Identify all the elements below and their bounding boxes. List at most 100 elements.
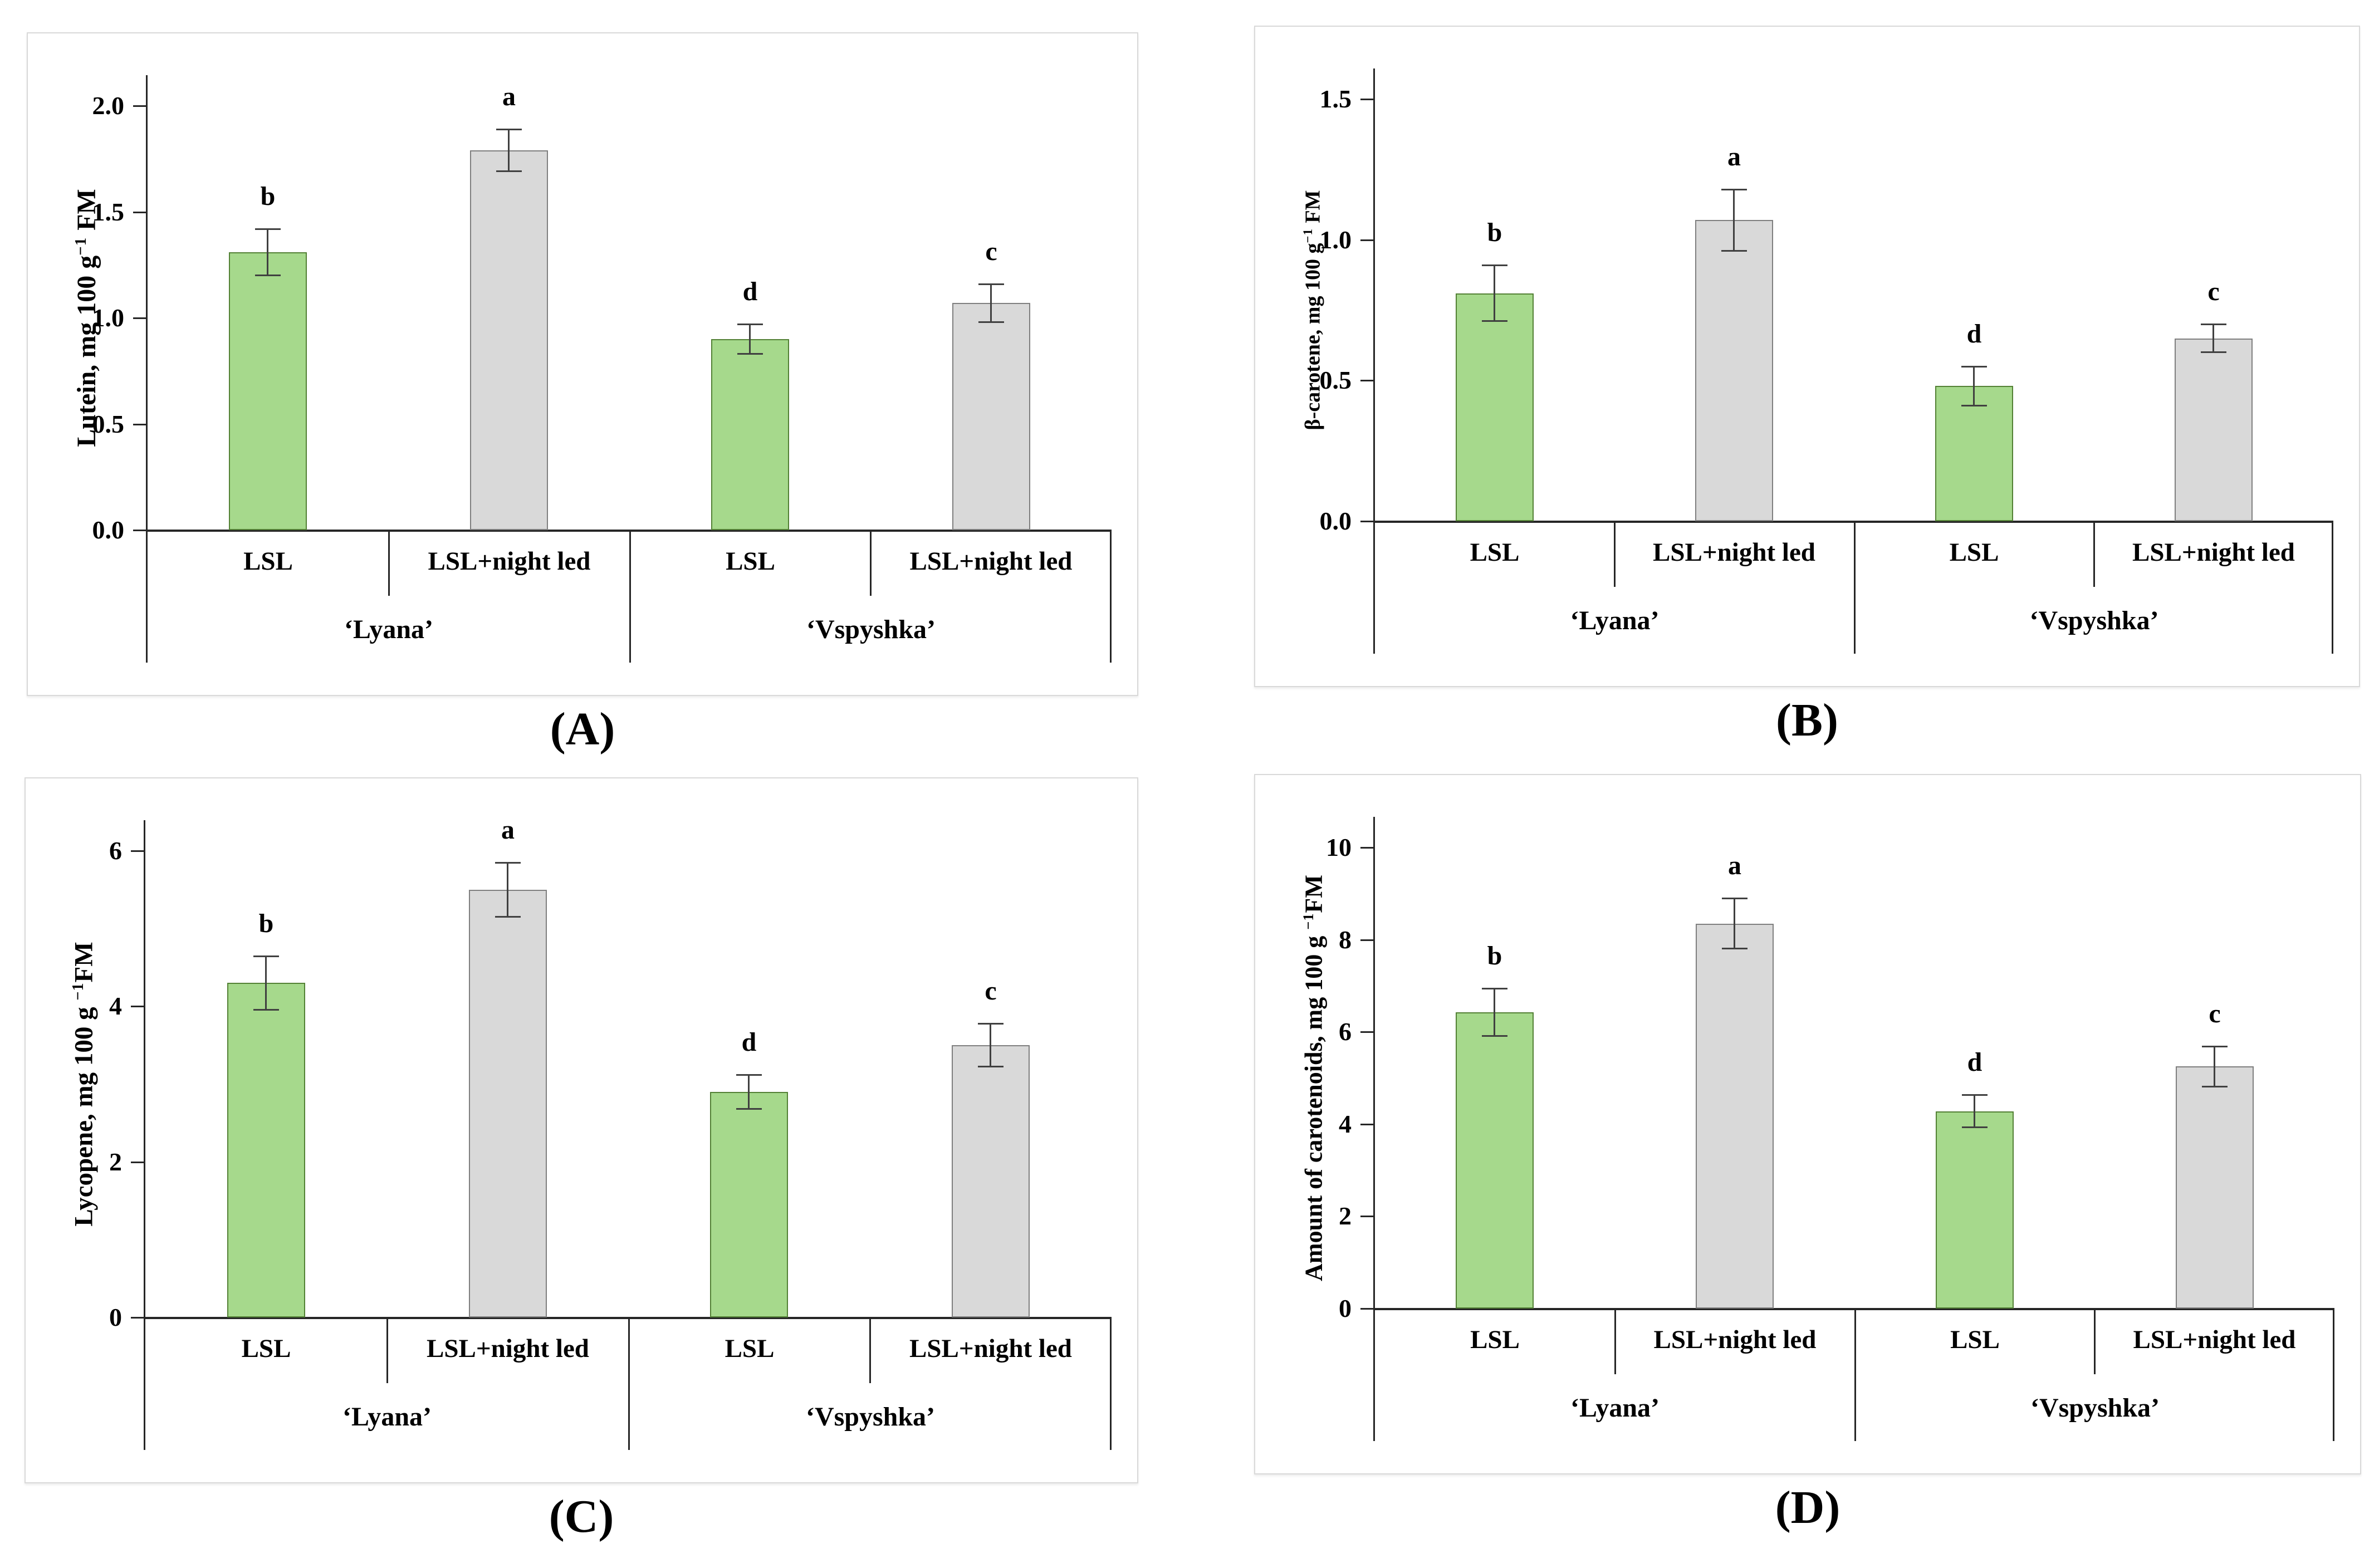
error-bar-bottom-cap — [1482, 320, 1507, 322]
right-end-line — [2333, 1309, 2334, 1441]
treatment-label: LSL — [243, 547, 293, 576]
y-axis-label-text: Lycopene, mg 100 g — [69, 1000, 99, 1227]
y-tick-label: 0 — [109, 1303, 122, 1331]
y-tick-mark — [133, 317, 148, 319]
panel-A: Lutein, mg 100 g−1 FM 0.0 0.5 1.0 1.5 2.0 b a d c… — [27, 32, 1138, 696]
bar-Vspyshka-lsl — [1936, 1111, 2014, 1309]
significance-letter: a — [1728, 851, 1741, 880]
error-bar — [508, 129, 510, 171]
error-bar — [990, 284, 992, 322]
bar-Lyana-lsl — [227, 983, 305, 1317]
error-bar — [2214, 1046, 2215, 1087]
panel-caption: (C) — [549, 1491, 614, 1542]
y-tick-label: 1.0 — [1319, 226, 1352, 254]
y-tick-mark — [1360, 521, 1375, 522]
y-tick-label: 1.5 — [1319, 85, 1352, 113]
error-bar — [1974, 1095, 1975, 1128]
bar-Lyana-lsl — [1456, 1012, 1534, 1309]
error-bar-top-cap — [736, 1074, 762, 1076]
error-bar — [748, 1075, 750, 1109]
bar-Vspyshka-lsl-night-led — [2176, 1066, 2254, 1309]
y-tick-mark — [133, 212, 148, 213]
y-tick-mark — [133, 105, 148, 107]
panel-C: Lycopene, mg 100 g −1FM 0 2 4 6 b a d c LSL LSL+ni… — [25, 777, 1138, 1483]
bar-Lyana-lsl — [1456, 293, 1534, 521]
error-bar-top-cap — [978, 1023, 1004, 1025]
treatment-divider — [1614, 1309, 1616, 1374]
y-axis-label: Amount of carotenoids, mg 100 g −1FM — [1283, 786, 1333, 1370]
y-axis-label-unit: FM — [1300, 875, 1328, 913]
bar-Lyana-lsl-night-led — [1696, 924, 1774, 1309]
error-bar-top-cap — [2201, 324, 2226, 325]
panel-B: β-carotene, mg 100 g−1 FM 0.0 0.5 1.0 1.5 b a d… — [1254, 26, 2360, 687]
error-bar-top-cap — [1482, 264, 1507, 266]
error-bar-top-cap — [1721, 189, 1747, 190]
y-axis-label-text: β-carotene, mg 100 g — [1301, 243, 1325, 430]
treatment-label: LSL+night led — [909, 547, 1073, 576]
error-bar-top-cap — [496, 129, 522, 130]
significance-letter: a — [501, 815, 515, 845]
y-tick-label: 0 — [1339, 1294, 1352, 1322]
treatment-label: LSL — [1950, 1325, 2000, 1354]
significance-letter: d — [1966, 319, 1982, 349]
error-bar-top-cap — [255, 228, 281, 230]
y-tick-label: 10 — [1326, 833, 1352, 861]
treatment-divider — [1614, 521, 1616, 587]
y-axis-label-unit: FM — [1301, 190, 1325, 229]
error-bar-top-cap — [253, 955, 279, 957]
panel-caption: (A) — [550, 703, 615, 755]
treatment-label: LSL — [241, 1334, 291, 1363]
bar-Vspyshka-lsl — [711, 339, 789, 530]
bar-Lyana-lsl-night-led — [469, 890, 547, 1317]
error-bar-bottom-cap — [495, 916, 521, 918]
y-tick-label: 0.5 — [1319, 366, 1352, 394]
y-axis-label: β-carotene, mg 100 g−1 FM — [1283, 38, 1333, 582]
treatment-divider — [386, 1317, 388, 1383]
cultivar-label: ‘Vspyshka’ — [2030, 1393, 2160, 1423]
y-tick-mark — [1360, 99, 1375, 100]
y-tick-mark — [1360, 380, 1375, 381]
treatment-divider — [2094, 1309, 2096, 1374]
error-bar-bottom-cap — [496, 170, 522, 172]
y-tick-label: 4 — [109, 992, 122, 1020]
error-bar — [1494, 265, 1495, 321]
error-bar-bottom-cap — [1482, 1035, 1507, 1037]
y-tick-mark — [1360, 239, 1375, 241]
significance-letter: c — [2209, 999, 2221, 1028]
treatment-label: LSL — [1470, 1325, 1520, 1354]
group-divider — [1854, 521, 1856, 654]
error-bar — [1733, 189, 1735, 251]
y-tick-mark — [1360, 1031, 1375, 1033]
bar-Vspyshka-lsl — [710, 1092, 788, 1317]
error-bar — [990, 1023, 991, 1067]
cultivar-label: ‘Lyana’ — [344, 615, 434, 644]
treatment-label: LSL — [726, 547, 775, 576]
right-end-line — [2332, 521, 2333, 654]
error-bar — [1494, 988, 1495, 1036]
group-divider — [629, 530, 631, 663]
right-end-line — [1110, 1317, 1112, 1450]
significance-letter: b — [260, 182, 276, 211]
significance-letter: b — [1487, 941, 1502, 971]
significance-letter: c — [985, 237, 997, 266]
error-bar-top-cap — [2202, 1046, 2228, 1047]
y-tick-mark — [131, 1006, 145, 1007]
error-bar-top-cap — [978, 283, 1004, 285]
error-bar-bottom-cap — [978, 1066, 1004, 1067]
y-tick-label: 8 — [1339, 925, 1352, 954]
panel-D: Amount of carotenoids, mg 100 g −1FM 0 2 4 6… — [1254, 774, 2361, 1474]
bar-Vspyshka-lsl-night-led — [2175, 339, 2253, 521]
error-bar-top-cap — [1961, 366, 1987, 367]
error-bar-bottom-cap — [1722, 948, 1747, 949]
treatment-label: LSL+night led — [909, 1334, 1072, 1363]
treatment-label: LSL+night led — [2132, 538, 2295, 567]
y-tick-label: 2 — [109, 1148, 122, 1176]
y-axis-line — [1373, 817, 1375, 1441]
bar-Vspyshka-lsl — [1935, 386, 2013, 521]
cultivar-label: ‘Lyana’ — [1570, 606, 1660, 635]
bar-Lyana-lsl-night-led — [1695, 220, 1773, 521]
y-axis-label-superscript: −1 — [72, 237, 90, 256]
y-tick-mark — [131, 850, 145, 852]
bar-Vspyshka-lsl-night-led — [952, 303, 1030, 530]
y-tick-mark — [131, 1162, 145, 1163]
